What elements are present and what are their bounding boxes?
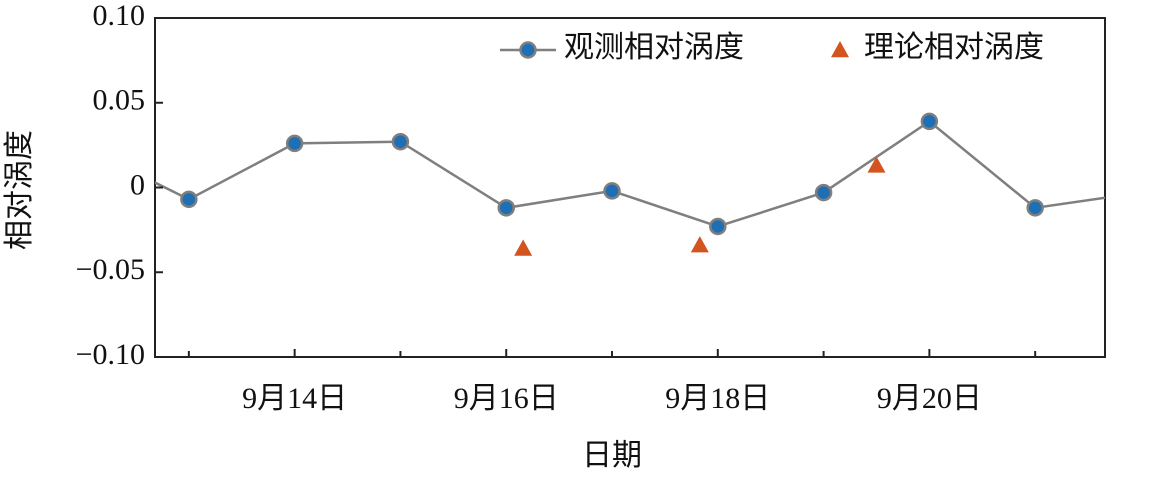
y-tick-label: 0.10 <box>93 0 146 32</box>
y-tick-label: −0.10 <box>76 338 145 371</box>
line-marker <box>1026 199 1044 217</box>
y-axis-label: 相对涡度 <box>3 130 36 250</box>
triangle-marker <box>867 156 886 173</box>
line-marker <box>497 199 515 217</box>
line-marker <box>920 112 939 131</box>
x-tick-label: 9月18日 <box>665 382 770 415</box>
line-marker <box>603 182 621 200</box>
plot-area <box>76 112 1148 256</box>
legend-label: 观测相对涡度 <box>564 31 744 64</box>
triangle-marker <box>690 236 709 253</box>
x-axis-label: 日期 <box>582 439 642 472</box>
series-line <box>155 119 1105 228</box>
line-marker <box>709 217 727 236</box>
line-marker <box>391 132 410 151</box>
line-marker <box>814 183 833 202</box>
triangle-marker <box>514 239 533 256</box>
y-tick-label: 0 <box>130 168 145 201</box>
x-tick-label: 9月16日 <box>454 382 559 415</box>
y-tick-label: −0.05 <box>76 253 145 286</box>
y-tick-label: 0.05 <box>93 84 146 117</box>
line-marker <box>285 134 304 153</box>
legend-marker <box>519 41 537 59</box>
line-marker <box>1133 185 1148 200</box>
plot-frame <box>154 17 1106 358</box>
x-tick-label: 9月14日 <box>242 382 347 415</box>
x-tick-label: 9月20日 <box>877 382 982 415</box>
line-marker <box>76 139 91 154</box>
legend-marker <box>831 41 849 58</box>
legend-label: 理论相对涡度 <box>864 31 1044 64</box>
line-marker <box>180 190 198 209</box>
